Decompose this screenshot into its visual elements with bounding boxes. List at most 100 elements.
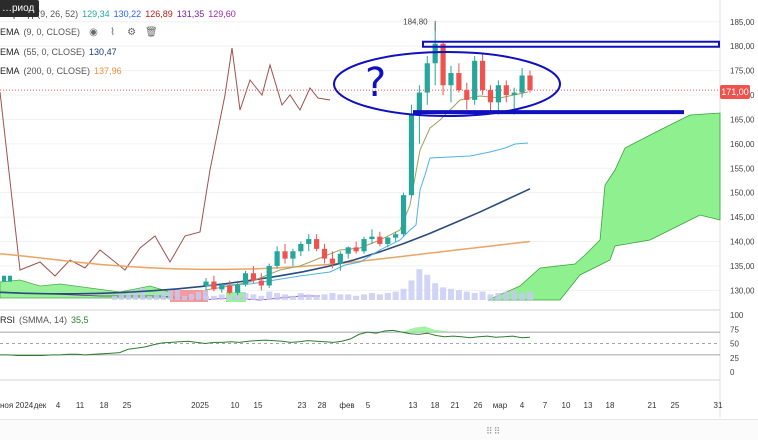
volume-bar — [463, 291, 470, 300]
legend-rsi[interactable]: RSI (SMMA, 14) 35,5 — [0, 312, 93, 328]
volume-bar — [168, 290, 173, 300]
volume-bar — [196, 292, 201, 300]
candle-body — [219, 285, 225, 290]
x-axis-label: 31 — [714, 401, 723, 410]
rsi-tick-label: 50 — [730, 340, 739, 349]
volume-bar — [266, 291, 273, 300]
volume-bar — [189, 294, 194, 300]
volume-bar — [361, 294, 368, 300]
pane-resize-bar[interactable]: ⠿⠿ — [0, 419, 758, 440]
legend-ema55-name: EMA — [0, 47, 20, 57]
rsi-line — [0, 329, 531, 356]
volume-bar — [447, 288, 454, 300]
rsi-tick-label: 75 — [730, 325, 739, 334]
rsi-tick-label: 100 — [730, 311, 744, 320]
candle-body — [448, 73, 454, 86]
volume-bar — [376, 294, 383, 300]
candle-body — [432, 43, 438, 64]
x-axis-label: 28 — [318, 401, 327, 410]
candle-body — [440, 43, 446, 86]
price-tick-label: 175,00 — [730, 67, 755, 76]
candle-body — [416, 92, 422, 115]
annotation-ellipse — [333, 51, 561, 117]
candle-body — [306, 239, 312, 244]
price-tick-label: 165,00 — [730, 115, 755, 124]
x-axis-label: фев — [339, 401, 354, 410]
current-price-tag: 171,00 — [720, 85, 750, 99]
legend-ema55-params: (55, 0, CLOSE) — [23, 47, 86, 57]
x-axis-label: 18 — [431, 401, 440, 410]
volume-bar — [147, 296, 152, 300]
x-axis-label: дек — [34, 401, 47, 410]
candle-body — [203, 281, 209, 286]
eye-icon[interactable]: ◉ — [89, 26, 98, 38]
ema55-line — [0, 188, 531, 295]
volume-bar — [297, 293, 304, 300]
trash-icon[interactable]: 🗑 — [145, 26, 158, 38]
legend-ema9-name: EMA — [0, 27, 20, 37]
candle-body — [487, 90, 494, 103]
volume-bar — [503, 291, 510, 300]
candle-body — [250, 273, 257, 281]
volume-bar — [368, 293, 375, 300]
volume-bar — [392, 291, 399, 300]
volume-bar — [432, 283, 439, 300]
volume-bar — [353, 295, 360, 300]
kijun-line — [204, 142, 529, 287]
candle-body — [495, 85, 501, 103]
volume-bar — [305, 294, 312, 300]
x-axis-label: 15 — [254, 401, 263, 410]
candle-body — [227, 285, 233, 293]
volume-bar — [140, 288, 145, 300]
legend-rsi-value: 35,5 — [71, 315, 89, 325]
channel-top-box — [422, 40, 720, 48]
x-axis-label: 18 — [100, 401, 109, 410]
volume-bar — [242, 293, 249, 300]
legend-ichimoku-params: (9, 26, 52) — [37, 9, 79, 19]
x-axis-label: 10 — [231, 401, 240, 410]
candle-body — [8, 275, 12, 282]
legend-ema200-params: (200, 0, CLOSE) — [23, 66, 91, 76]
indicator-name-badge[interactable]: …риод — [0, 0, 40, 17]
volume-bar — [175, 288, 180, 300]
volume-bar — [203, 290, 208, 300]
candle-body — [369, 236, 375, 240]
volume-bar — [400, 288, 407, 300]
code-icon[interactable]: ⌇ — [110, 26, 115, 38]
high-label: 184,80 — [403, 18, 428, 27]
candle-body — [400, 195, 407, 235]
candle-body — [298, 243, 304, 252]
price-tick-label: 180,00 — [730, 42, 755, 51]
drag-handle-icon[interactable]: ⠿⠿ — [486, 426, 502, 436]
x-axis-label: 25 — [123, 401, 132, 410]
volume-bar — [258, 295, 265, 300]
candle-body — [314, 239, 320, 249]
volume-bar — [182, 296, 187, 300]
volume-bar — [408, 280, 415, 300]
candle-body — [456, 73, 462, 91]
volume-bar — [321, 294, 328, 300]
volume-bar — [345, 294, 352, 300]
legend-ichimoku[interactable]: …риод (9, 26, 52) 129,34 130,22 126,89 1… — [4, 6, 240, 22]
legend-rsi-name: RSI — [0, 315, 16, 325]
candle-body — [266, 265, 272, 286]
volume-bar — [440, 287, 447, 300]
legend-ema9[interactable]: EMA (9, 0, CLOSE) ◉ ⌇ ⚙ 🗑 — [0, 24, 160, 40]
volume-bar — [119, 294, 124, 300]
x-axis-label: 21 — [451, 401, 460, 410]
x-axis-label: 4 — [520, 401, 525, 410]
gear-icon[interactable]: ⚙ — [127, 26, 137, 38]
volume-bar — [313, 295, 320, 300]
candle-body — [408, 114, 415, 196]
legend-ichimoku-value-3: 126,89 — [145, 9, 173, 19]
candle-body — [527, 75, 533, 91]
volume-bar — [274, 293, 281, 300]
legend-ema9-params: (9, 0, CLOSE) — [23, 27, 81, 37]
legend-ema55[interactable]: EMA (55, 0, CLOSE) 130,47 — [0, 44, 121, 60]
legend-ema200[interactable]: EMA (200, 0, CLOSE) 137,96 — [0, 63, 126, 79]
volume-bar — [126, 292, 131, 300]
legend-ema200-value: 137,96 — [94, 66, 122, 76]
candle-body — [242, 273, 249, 285]
legend-rsi-params: (SMMA, 14) — [19, 315, 68, 325]
